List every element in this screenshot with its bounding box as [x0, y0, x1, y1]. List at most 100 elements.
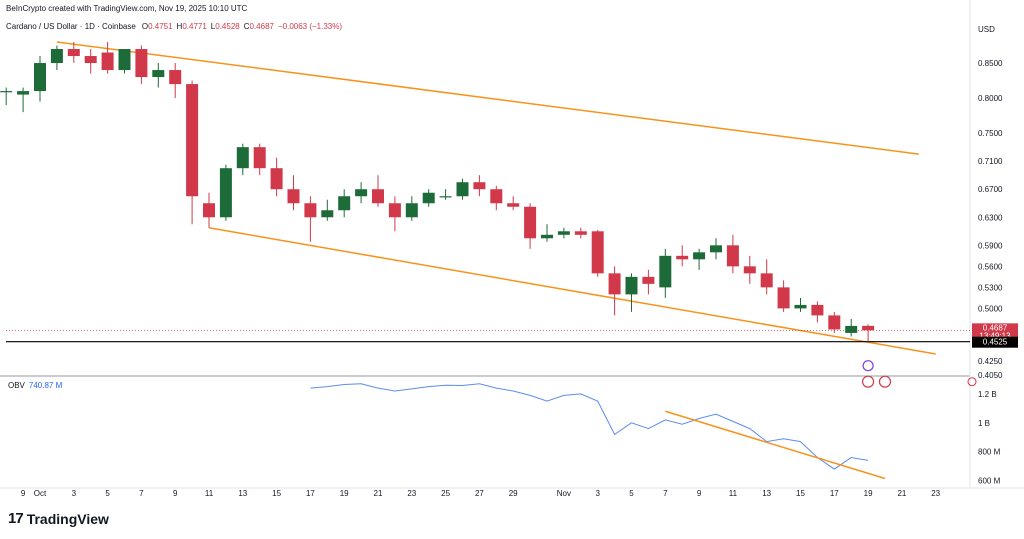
candle-up[interactable]: [439, 196, 452, 198]
time-axis-tick: 7: [139, 489, 144, 498]
candle-up[interactable]: [152, 70, 165, 78]
candle-up[interactable]: [557, 231, 570, 235]
time-axis-tick: 19: [340, 489, 349, 498]
candle-up[interactable]: [794, 304, 807, 309]
candle-down[interactable]: [253, 147, 266, 169]
candle-up[interactable]: [405, 203, 418, 218]
candle-up[interactable]: [219, 168, 232, 218]
candle-down[interactable]: [203, 203, 215, 218]
time-axis-tick: 29: [509, 489, 518, 498]
price-axis-tick: 0.6300: [978, 213, 1003, 222]
candle-down[interactable]: [642, 276, 655, 284]
candle-up[interactable]: [338, 196, 351, 211]
obv-axis-tick: 800 M: [978, 448, 1001, 457]
created-by-text: BeInCrypto created with TradingView.com,…: [6, 4, 248, 13]
time-axis-tick: 11: [205, 489, 214, 498]
trendline-upper[interactable]: [56, 41, 919, 155]
candle-down[interactable]: [608, 273, 621, 295]
trendline-lower[interactable]: [208, 227, 936, 355]
ohlc-high: H0.4771: [176, 22, 207, 31]
price-axis-tick: 0.5600: [978, 262, 1003, 271]
tradingview-logo-icon: 17: [8, 510, 24, 527]
candle-down[interactable]: [84, 56, 97, 64]
candle-up[interactable]: [710, 245, 722, 253]
time-axis-tick: 9: [173, 489, 178, 498]
time-axis-tick: 3: [595, 489, 600, 498]
candle-down[interactable]: [726, 245, 739, 267]
price-axis-tick: 0.7100: [978, 157, 1003, 166]
price-axis-tick: 0.5900: [978, 241, 1003, 250]
candle-down[interactable]: [828, 315, 841, 330]
candle-down[interactable]: [270, 168, 283, 190]
candle-down[interactable]: [473, 182, 486, 190]
candle-down[interactable]: [507, 203, 520, 207]
candle-down[interactable]: [490, 189, 503, 204]
candle-up[interactable]: [659, 255, 672, 288]
obv-axis-tick: 1 B: [978, 419, 990, 428]
candle-down[interactable]: [388, 203, 401, 218]
candle-up[interactable]: [118, 49, 131, 71]
candle-up[interactable]: [50, 49, 63, 64]
candle-up[interactable]: [321, 210, 334, 218]
candle-up[interactable]: [422, 192, 435, 204]
countdown-label: 13:49:13: [979, 331, 1011, 340]
time-axis-tick: 23: [931, 489, 940, 498]
time-axis-tick: 25: [441, 489, 450, 498]
obv-legend: OBV 740.87 M: [8, 381, 62, 390]
candle-up[interactable]: [236, 147, 249, 169]
current-price-tag: [972, 323, 1018, 341]
candle-up[interactable]: [34, 63, 46, 92]
time-axis-tick: 3: [72, 489, 77, 498]
candle-down[interactable]: [574, 231, 587, 235]
candle-up[interactable]: [541, 234, 553, 239]
candle-down[interactable]: [304, 203, 317, 218]
candle-down[interactable]: [186, 84, 199, 197]
support-price-tag: [972, 336, 1018, 348]
obv-axis-tick: 600 M: [978, 477, 1001, 486]
candle-down[interactable]: [372, 189, 384, 204]
candle-down[interactable]: [591, 231, 604, 274]
candle-down[interactable]: [169, 70, 182, 85]
candle-down[interactable]: [743, 266, 756, 274]
tradingview-logo[interactable]: 17 TradingView: [8, 510, 109, 527]
time-axis-tick: Nov: [557, 489, 571, 498]
obv-line[interactable]: [310, 383, 869, 470]
candle-up[interactable]: [456, 182, 469, 197]
candle-up[interactable]: [355, 189, 368, 197]
time-axis-tick: 7: [663, 489, 668, 498]
candle-down[interactable]: [760, 273, 773, 288]
lightning-event-icon[interactable]: [862, 360, 874, 372]
obv-value: 740.87 M: [28, 381, 63, 390]
support-price-label: 0.4525: [983, 338, 1008, 347]
symbol-name[interactable]: Cardano / US Dollar · 1D · Coinbase: [6, 22, 136, 31]
time-axis-tick: 15: [796, 489, 805, 498]
candle-down[interactable]: [862, 325, 875, 331]
time-axis-tick: 11: [729, 489, 738, 498]
candle-down[interactable]: [101, 52, 114, 71]
current-price-label: 0.4687: [983, 323, 1008, 332]
time-axis-tick: 9: [697, 489, 702, 498]
candle-up[interactable]: [17, 91, 30, 95]
candle-down[interactable]: [777, 287, 790, 309]
candle-down[interactable]: [811, 304, 824, 316]
time-axis-tick: 5: [105, 489, 110, 498]
price-change: −0.0063 (−1.33%): [277, 22, 343, 31]
candle-down[interactable]: [135, 49, 148, 78]
candle-up[interactable]: [625, 276, 638, 295]
price-axis-tick: 0.8000: [978, 94, 1003, 103]
candle-up[interactable]: [0, 91, 13, 93]
time-axis-tick: 23: [407, 489, 416, 498]
candle-up[interactable]: [693, 252, 706, 260]
candle-up[interactable]: [845, 325, 858, 333]
us-flag-event-icon[interactable]: [861, 375, 875, 388]
candle-down[interactable]: [676, 255, 689, 260]
economic-event-icon[interactable]: [967, 377, 977, 387]
obv-title[interactable]: OBV: [8, 381, 25, 390]
candle-down[interactable]: [287, 189, 300, 204]
obv-trendline[interactable]: [665, 410, 886, 480]
candle-down[interactable]: [524, 206, 537, 239]
us-flag-event-icon[interactable]: [878, 375, 892, 388]
candle-down[interactable]: [67, 49, 80, 57]
time-axis-tick: 19: [864, 489, 873, 498]
